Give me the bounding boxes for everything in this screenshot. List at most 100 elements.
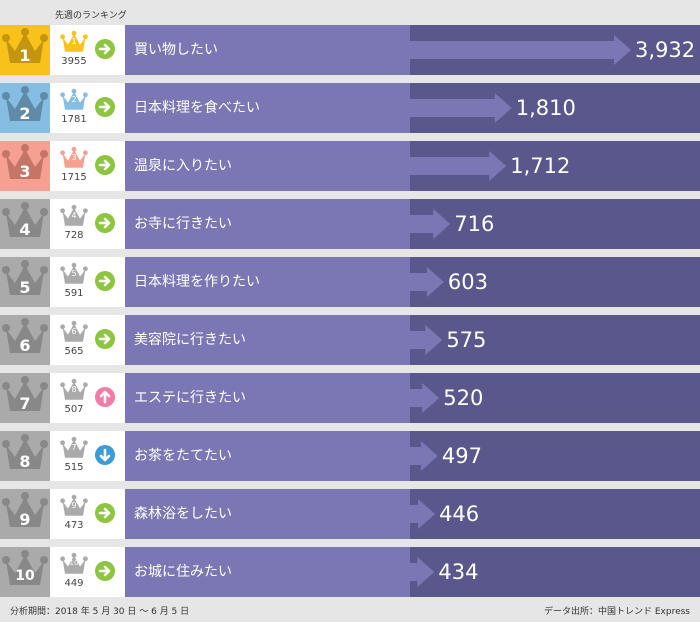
category-label-cell: 温泉に入りたい: [125, 141, 410, 191]
previous-rank-number: 4: [71, 211, 77, 220]
ranking-row: 6 6 565 美容院に行きたい 575: [0, 315, 700, 365]
trend-same-icon: [95, 561, 115, 581]
rank-badge: 7: [0, 373, 50, 423]
bar-value-label: 603: [447, 270, 488, 294]
rank-number: 5: [19, 278, 31, 297]
category-label-cell: 日本料理を作りたい: [125, 257, 410, 307]
previous-crown-icon: [59, 493, 89, 521]
ranking-row: 10 10 449 お城に住みたい 434: [0, 547, 700, 597]
value-arrow-bar: [410, 35, 631, 65]
bar-value-label: 1,810: [515, 96, 576, 120]
value-arrow-bar: [410, 441, 438, 471]
trend-same-icon: [95, 39, 115, 59]
category-label-cell: 森林浴をしたい: [125, 489, 410, 539]
ranking-row: 9 9 473 森林浴をしたい 446: [0, 489, 700, 539]
previous-rank-number: 7: [71, 443, 77, 452]
previous-rank-number: 1: [71, 37, 77, 46]
bar-area: 446: [410, 489, 700, 539]
ranking-row: 4 4 728 お寺に行きたい 716: [0, 199, 700, 249]
trend-same-icon: [95, 97, 115, 117]
category-label-cell: 美容院に行きたい: [125, 315, 410, 365]
bar-value-label: 1,712: [510, 154, 571, 178]
trend-same-icon: [95, 329, 115, 349]
previous-crown-icon: [59, 145, 89, 173]
previous-week-cell: 4 728: [50, 199, 125, 249]
value-arrow-bar: [410, 267, 444, 297]
rank-number: 9: [19, 510, 31, 529]
trend-same-icon: [95, 503, 115, 523]
previous-week-cell: 9 473: [50, 489, 125, 539]
value-arrow-bar: [410, 499, 436, 529]
ranking-row: 3 3 1715 温泉に入りたい 1,712: [0, 141, 700, 191]
rank-badge: 9: [0, 489, 50, 539]
category-label: 日本料理を食べたい: [134, 100, 260, 116]
previous-rank-number: 3: [71, 153, 77, 162]
rank-badge: 2: [0, 83, 50, 133]
value-arrow-bar: [410, 383, 440, 413]
rank-badge: 1: [0, 25, 50, 75]
previous-crown-icon: [59, 435, 89, 463]
trend-up-icon: [95, 387, 115, 407]
bar-value-label: 575: [446, 328, 487, 352]
previous-week-value: 1781: [61, 114, 87, 125]
rank-number: 10: [15, 568, 35, 584]
bar-value-label: 446: [439, 502, 480, 526]
rank-number: 4: [19, 220, 31, 239]
rank-number: 2: [19, 104, 31, 123]
previous-crown-icon: [59, 261, 89, 289]
previous-rank-number: 6: [71, 327, 77, 336]
previous-week-value: 515: [64, 462, 84, 473]
previous-week-value: 449: [64, 578, 84, 589]
previous-week-value: 1715: [61, 172, 87, 183]
ranking-row: 5 5 591 日本料理を作りたい 603: [0, 257, 700, 307]
bar-area: 497: [410, 431, 700, 481]
previous-week-cell: 1 3955: [50, 25, 125, 75]
category-label-cell: エステに行きたい: [125, 373, 410, 423]
bar-value-label: 434: [438, 560, 479, 584]
category-label: お寺に行きたい: [134, 216, 232, 232]
category-label: 美容院に行きたい: [134, 332, 246, 348]
previous-rank-number: 8: [71, 385, 77, 394]
previous-week-ranking-heading: 先週のランキング: [55, 11, 127, 21]
previous-week-cell: 2 1781: [50, 83, 125, 133]
bar-value-label: 497: [441, 444, 483, 468]
value-arrow-bar: [410, 93, 512, 123]
bar-area: 3,932: [410, 25, 700, 75]
bar-area: 1,810: [410, 83, 700, 133]
previous-week-value: 591: [64, 288, 84, 299]
trend-down-icon: [95, 445, 115, 465]
previous-crown-icon: [59, 87, 89, 115]
previous-rank-number: 5: [71, 269, 77, 278]
category-label: 日本料理を作りたい: [134, 274, 260, 290]
previous-week-cell: 10 449: [50, 547, 125, 597]
category-label: お茶をたてたい: [134, 448, 232, 464]
bar-area: 1,712: [410, 141, 700, 191]
previous-crown-icon: [59, 377, 89, 405]
rank-number: 1: [19, 46, 31, 65]
bar-value-label: 3,932: [634, 38, 696, 62]
category-label: お城に住みたい: [134, 564, 232, 580]
trend-same-icon: [95, 213, 115, 233]
trend-same-icon: [95, 271, 115, 291]
category-label: 温泉に入りたい: [134, 158, 232, 174]
previous-week-value: 728: [64, 230, 84, 241]
category-label: 買い物したい: [134, 42, 218, 58]
rank-badge: 10: [0, 547, 50, 597]
previous-week-value: 565: [64, 346, 84, 357]
previous-rank-number: 10: [69, 559, 79, 567]
category-label-cell: 買い物したい: [125, 25, 410, 75]
category-label: エステに行きたい: [134, 390, 246, 406]
previous-crown-icon: [59, 319, 89, 347]
ranking-row: 8 7 515 お茶をたてたい 497: [0, 431, 700, 481]
analysis-period: 分析期間：2018 年 5 月 30 日 ～ 6 月 5 日: [10, 607, 190, 617]
data-source: データ出所：中国トレンド Express: [543, 607, 690, 617]
rank-badge: 4: [0, 199, 50, 249]
category-label-cell: お城に住みたい: [125, 547, 410, 597]
bar-area: 434: [410, 547, 700, 597]
previous-week-value: 3955: [61, 56, 87, 67]
previous-week-cell: 6 565: [50, 315, 125, 365]
ranking-row: 7 8 507 エステに行きたい 520: [0, 373, 700, 423]
previous-week-cell: 3 1715: [50, 141, 125, 191]
previous-rank-number: 2: [71, 95, 77, 104]
previous-crown-icon: [59, 203, 89, 231]
